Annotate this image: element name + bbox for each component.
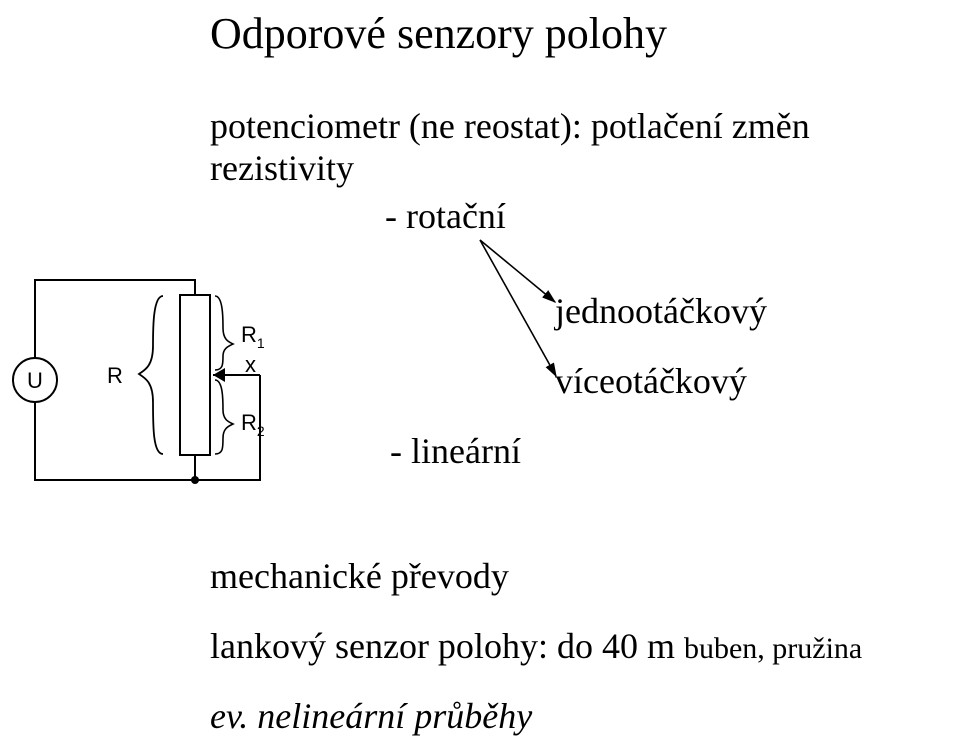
list-multi-turn: víceotáčkový (555, 360, 747, 402)
diagram-canvas: Odporové senzory polohy potenciometr (ne… (0, 0, 960, 746)
text-cable-sensor: lankový senzor polohy: do 40 m buben, pr… (210, 625, 862, 667)
label-x: x (245, 352, 256, 377)
label-r: R (107, 363, 123, 388)
label-u: U (27, 368, 43, 393)
label-r1: R1 (241, 322, 265, 351)
list-linear: - lineární (390, 430, 521, 472)
text-nonlinear: ev. nelineární průběhy (210, 695, 532, 737)
text-mechanical: mechanické převody (210, 555, 509, 597)
subtitle: potenciometr (ne reostat): potlačení změ… (210, 105, 960, 189)
page-title: Odporové senzory polohy (210, 8, 667, 59)
schematic: U R R1 x (5, 250, 285, 510)
list-single-turn: jednootáčkový (555, 290, 767, 332)
label-r2: R2 (241, 410, 265, 439)
text-cable-small: buben, pružina (684, 632, 862, 665)
arrow-to-multi (480, 240, 556, 376)
text-cable-prefix: lankový senzor polohy: do 40 m (210, 626, 684, 666)
arrow-to-single (480, 240, 555, 302)
list-rotational: - rotační (385, 195, 506, 237)
